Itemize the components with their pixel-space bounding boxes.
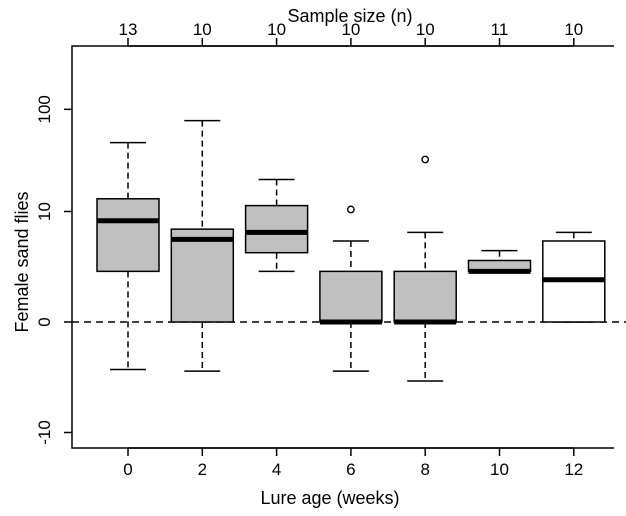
sample-size-label: 10 — [564, 20, 583, 39]
sample-size-label: 10 — [416, 20, 435, 39]
iqr-box — [96, 198, 160, 273]
sample-size-label: 11 — [491, 20, 509, 39]
y-tick-label: -10 — [35, 420, 54, 445]
box-group-4 — [244, 178, 309, 273]
outlier-point — [346, 205, 355, 214]
boxes-layer — [96, 119, 606, 382]
box-group-10 — [467, 249, 532, 274]
sample-size-label: 13 — [119, 20, 138, 39]
y-tick-label: 0 — [35, 317, 54, 326]
y-axis-title: Female sand flies — [12, 191, 32, 332]
y-tick-label: 100 — [35, 95, 54, 123]
x-tick-label: 8 — [420, 460, 429, 479]
y-axis: -10 0 10 100 — [35, 95, 72, 445]
box-group-12 — [542, 231, 606, 323]
x-tick-label: 0 — [123, 460, 132, 479]
iqr-box — [319, 270, 383, 323]
iqr-box — [393, 270, 457, 323]
top-axis: 13 10 10 10 10 11 10 — [119, 20, 583, 47]
box-group-0 — [96, 141, 160, 371]
sample-size-label: 10 — [193, 20, 212, 39]
x-axis: 0 2 4 6 8 10 12 — [123, 447, 583, 479]
x-tick-label: 6 — [346, 460, 355, 479]
outlier-point — [421, 155, 430, 164]
top-axis-title: Sample size (n) — [287, 6, 412, 26]
iqr-box — [244, 204, 309, 254]
x-tick-label: 4 — [272, 460, 281, 479]
sample-size-label: 10 — [341, 20, 360, 39]
box-group-6 — [319, 205, 383, 372]
x-tick-label: 2 — [198, 460, 207, 479]
y-tick-label: 10 — [35, 202, 54, 221]
sample-size-label: 10 — [267, 20, 286, 39]
iqr-box — [170, 228, 235, 323]
box-group-8 — [393, 155, 457, 382]
x-axis-title: Lure age (weeks) — [260, 488, 399, 508]
box-group-2 — [170, 119, 235, 372]
x-tick-label: 12 — [564, 460, 583, 479]
x-tick-label: 10 — [490, 460, 509, 479]
